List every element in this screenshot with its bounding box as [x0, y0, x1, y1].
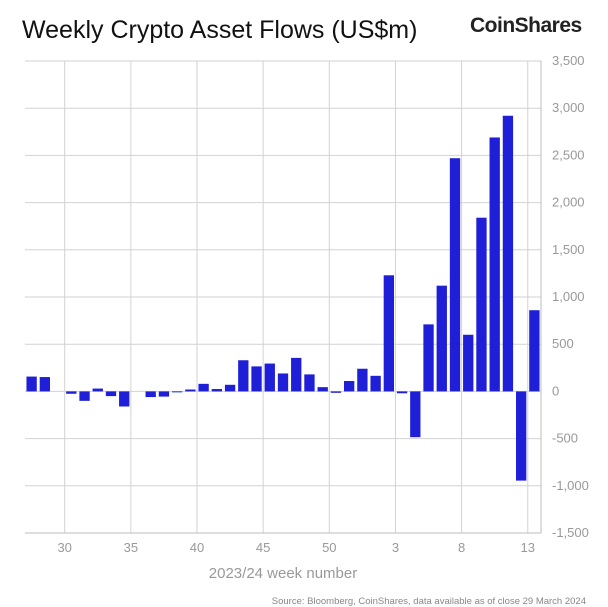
y-tick-label: 0 — [552, 383, 559, 398]
bar-week-49 — [317, 387, 328, 392]
bar-week-41 — [211, 389, 223, 392]
bars — [26, 115, 540, 481]
bar-week-44 — [251, 366, 262, 392]
chart-title: Weekly Crypto Asset Flows (US$m) — [22, 16, 418, 44]
bar-week-3 — [396, 391, 408, 394]
axes: -1,500 -1,000 -500 0 500 1,000 1,500 2,000 2,500… — [25, 53, 589, 555]
bar-week-51 — [343, 381, 355, 392]
bar-week-36 — [145, 391, 156, 398]
y-tick-label: -500 — [552, 431, 578, 446]
bar-week-11 — [502, 115, 514, 392]
bar-week-5 — [423, 324, 434, 392]
x-tick-label: 45 — [256, 540, 270, 555]
bar-week-38 — [171, 391, 183, 393]
bar-week-2 — [383, 275, 395, 392]
x-tick-label: 8 — [458, 540, 465, 555]
x-tick-label: 40 — [190, 540, 204, 555]
bar-week-45 — [264, 363, 275, 392]
x-tick-label: 13 — [521, 540, 535, 555]
bar-week-28 — [39, 377, 51, 392]
x-tick-label: 35 — [124, 540, 138, 555]
y-tick-label: -1,000 — [552, 478, 589, 493]
bar-week-50 — [330, 391, 342, 393]
y-tick-label: 3,000 — [552, 100, 585, 115]
source-note: Source: Bloomberg, CoinShares, data avai… — [271, 596, 586, 607]
y-tick-label: 1,000 — [552, 289, 585, 304]
x-tick-label: 3 — [392, 540, 399, 555]
gridlines — [25, 60, 541, 534]
y-tick-label: 2,000 — [552, 195, 585, 210]
bar-week-40 — [198, 383, 209, 392]
bar-week-12 — [515, 391, 527, 481]
bar-week-4 — [410, 391, 421, 438]
bar-week-27 — [26, 376, 37, 392]
bar-week-1 — [370, 375, 381, 392]
bar-week-7 — [449, 158, 461, 392]
bar-week-37 — [158, 391, 170, 397]
bar-week-46 — [277, 373, 289, 392]
bar-week-43 — [238, 360, 249, 392]
bar-week-33 — [105, 391, 117, 397]
x-tick-label: 50 — [322, 540, 336, 555]
bar-week-52 — [357, 368, 368, 392]
bar-week-8 — [463, 334, 474, 392]
y-tick-label: 1,500 — [552, 242, 585, 257]
y-tick-label: 2,500 — [552, 147, 585, 162]
bar-week-48 — [304, 374, 315, 392]
bar-week-47 — [291, 357, 302, 392]
bar-week-32 — [92, 388, 103, 392]
coinshares-logo: CoinShares — [470, 14, 582, 37]
y-tick-label: -1,500 — [552, 525, 589, 540]
y-tick-label: 3,500 — [552, 53, 585, 68]
x-axis-title: 2023/24 week number — [209, 565, 357, 582]
bar-week-34 — [119, 391, 130, 407]
bar-week-30 — [66, 391, 77, 394]
y-tick-label: 500 — [552, 336, 574, 351]
bar-week-31 — [79, 391, 90, 401]
bar-week-13 — [529, 310, 540, 392]
bar-week-39 — [185, 389, 196, 392]
bar-week-10 — [489, 137, 500, 392]
x-tick-label: 30 — [57, 540, 71, 555]
bar-week-42 — [224, 384, 236, 392]
bar-week-9 — [476, 217, 487, 392]
bar-week-6 — [436, 285, 447, 392]
